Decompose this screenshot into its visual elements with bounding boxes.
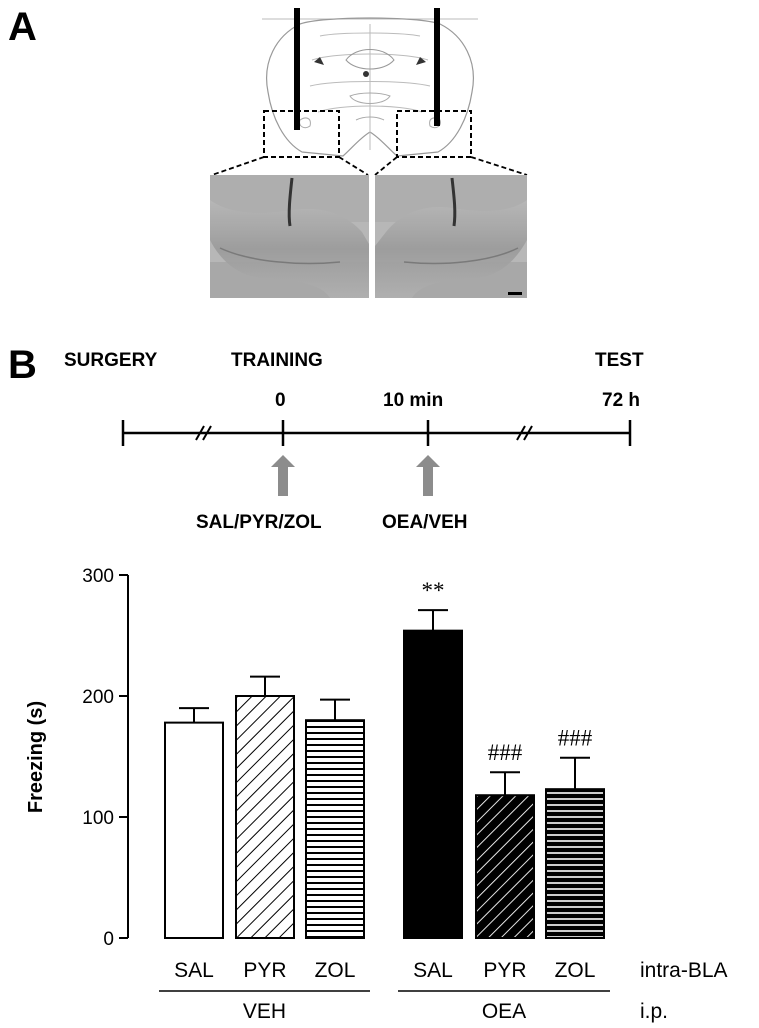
y-tick-label: 200 [82,687,114,708]
row-label-intra-bla: intra-BLA [640,959,728,982]
protocol-timeline: SURGERY TRAINING TEST 0 10 min 72 h SAL/… [64,350,644,533]
zoom-line [374,156,398,176]
category-label: ZOL [555,959,596,982]
y-axis-label: Freezing (s) [25,701,47,813]
significance-marker: ** [422,578,445,603]
treatment-bla-label: OEA/VEH [382,512,468,533]
phase-training: TRAINING [231,350,323,371]
bar [475,794,535,939]
y-tick-label: 300 [82,566,114,587]
right-zoom-box [396,110,472,158]
bar [545,788,605,939]
category-label: PYR [483,959,526,982]
timeline-break-mark [195,425,212,441]
group-label: OEA [482,1000,526,1023]
left-zoom-box [263,110,340,158]
category-label: SAL [174,959,214,982]
category-label: SAL [413,959,453,982]
zoom-line [338,156,369,176]
bar [235,695,295,939]
zoom-line [470,156,528,176]
treatment-ip-label: SAL/PYR/ZOL [196,512,322,533]
bar [305,719,365,940]
panel-b-letter: B [8,343,37,387]
significance-marker: ### [558,726,593,751]
freezing-bar-chart: Freezing (s) 0 100 200 300 SAL PYR ZOL ** SAL ###… [25,566,728,1023]
injection-arrow-icon [271,455,295,496]
injection-arrow-icon [416,455,440,496]
phase-surgery: SURGERY [64,350,158,371]
scale-bar [508,292,522,295]
row-label-ip: i.p. [640,1000,668,1023]
bar [164,721,224,939]
y-tick-label: 0 [103,929,114,950]
significance-marker: ### [488,740,523,765]
zoom-line [211,156,265,176]
bar [403,629,463,939]
time-0: 0 [275,390,286,411]
right-cannula [434,8,440,126]
y-tick-label: 100 [82,808,114,829]
timeline-break-mark [516,425,533,441]
right-histology-image [375,175,527,298]
left-histology-image [210,175,369,298]
phase-test: TEST [595,350,644,371]
left-cannula [294,8,300,130]
time-10min: 10 min [383,390,443,411]
panel-a-letter: A [8,5,37,49]
category-label: PYR [243,959,286,982]
group-label: VEH [243,1000,286,1023]
time-72h: 72 h [602,390,640,411]
category-label: ZOL [315,959,356,982]
